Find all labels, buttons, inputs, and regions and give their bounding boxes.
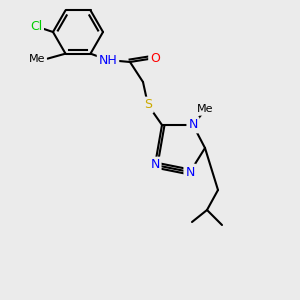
Text: Me: Me	[197, 104, 213, 114]
Text: O: O	[150, 52, 160, 64]
Text: NH: NH	[99, 53, 117, 67]
Text: Cl: Cl	[30, 20, 42, 34]
Text: S: S	[144, 98, 152, 112]
Text: N: N	[150, 158, 160, 172]
Text: N: N	[185, 166, 195, 178]
Text: N: N	[188, 118, 198, 131]
Text: Me: Me	[29, 54, 46, 64]
